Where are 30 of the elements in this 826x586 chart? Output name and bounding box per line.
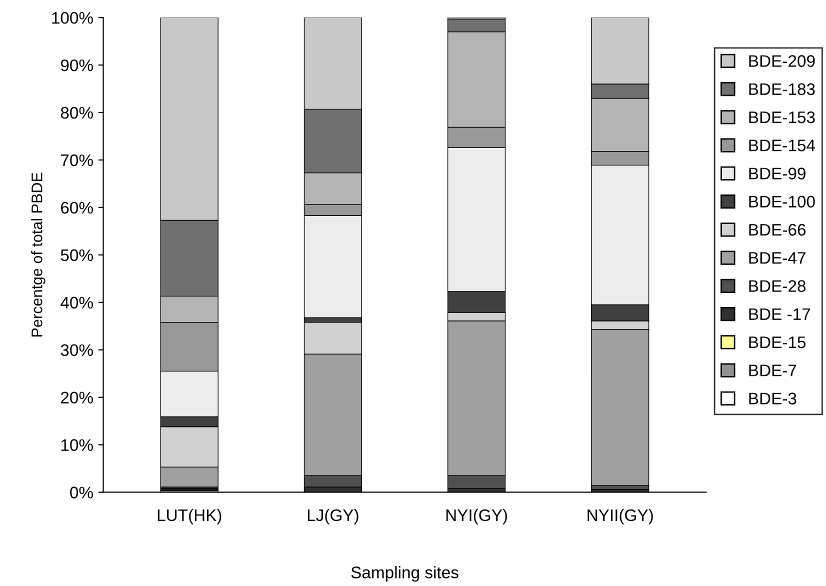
x-tick-label: LUT(HK) xyxy=(158,508,222,524)
legend-label: BDE-154 xyxy=(749,140,816,152)
x-tick-label: LJ(GY) xyxy=(308,508,358,524)
y-tick-label: 0% xyxy=(70,486,93,498)
legend-label: BDE-47 xyxy=(749,252,806,264)
y-tick-label: 50% xyxy=(60,249,93,262)
legend-label: BDE-183 xyxy=(749,83,815,96)
legend-label: BDE-7 xyxy=(749,364,796,376)
legend-label: BDE-153 xyxy=(749,111,815,124)
legend-label: BDE-28 xyxy=(749,280,806,292)
y-tick-label: 20% xyxy=(61,392,93,404)
y-tick-label: 80% xyxy=(60,106,93,119)
y-tick-label: 70% xyxy=(61,154,93,166)
x-axis-title: Sampling sites xyxy=(351,566,458,582)
legend-label: BDE-209 xyxy=(749,55,815,67)
y-tick-label: 40% xyxy=(60,296,93,309)
y-axis-title: Percentge of total PBDE xyxy=(31,172,46,336)
y-tick-label: 30% xyxy=(60,344,93,356)
legend-label: BDE-3 xyxy=(749,392,796,404)
x-tick-label: NYI(GY) xyxy=(446,508,507,524)
legend-label: BDE-66 xyxy=(749,224,806,236)
legend-label: BDE-100 xyxy=(749,196,815,208)
y-tick-label: 60% xyxy=(61,202,93,214)
y-tick-label: 100% xyxy=(52,12,93,24)
x-tick-label: NYII(GY) xyxy=(588,508,653,524)
legend-label: BDE-15 xyxy=(749,336,806,348)
y-tick-label: 10% xyxy=(61,439,93,451)
legend-label: BDE -17 xyxy=(749,308,810,320)
y-tick-label: 90% xyxy=(60,59,93,72)
legend-label: BDE-99 xyxy=(749,168,806,180)
